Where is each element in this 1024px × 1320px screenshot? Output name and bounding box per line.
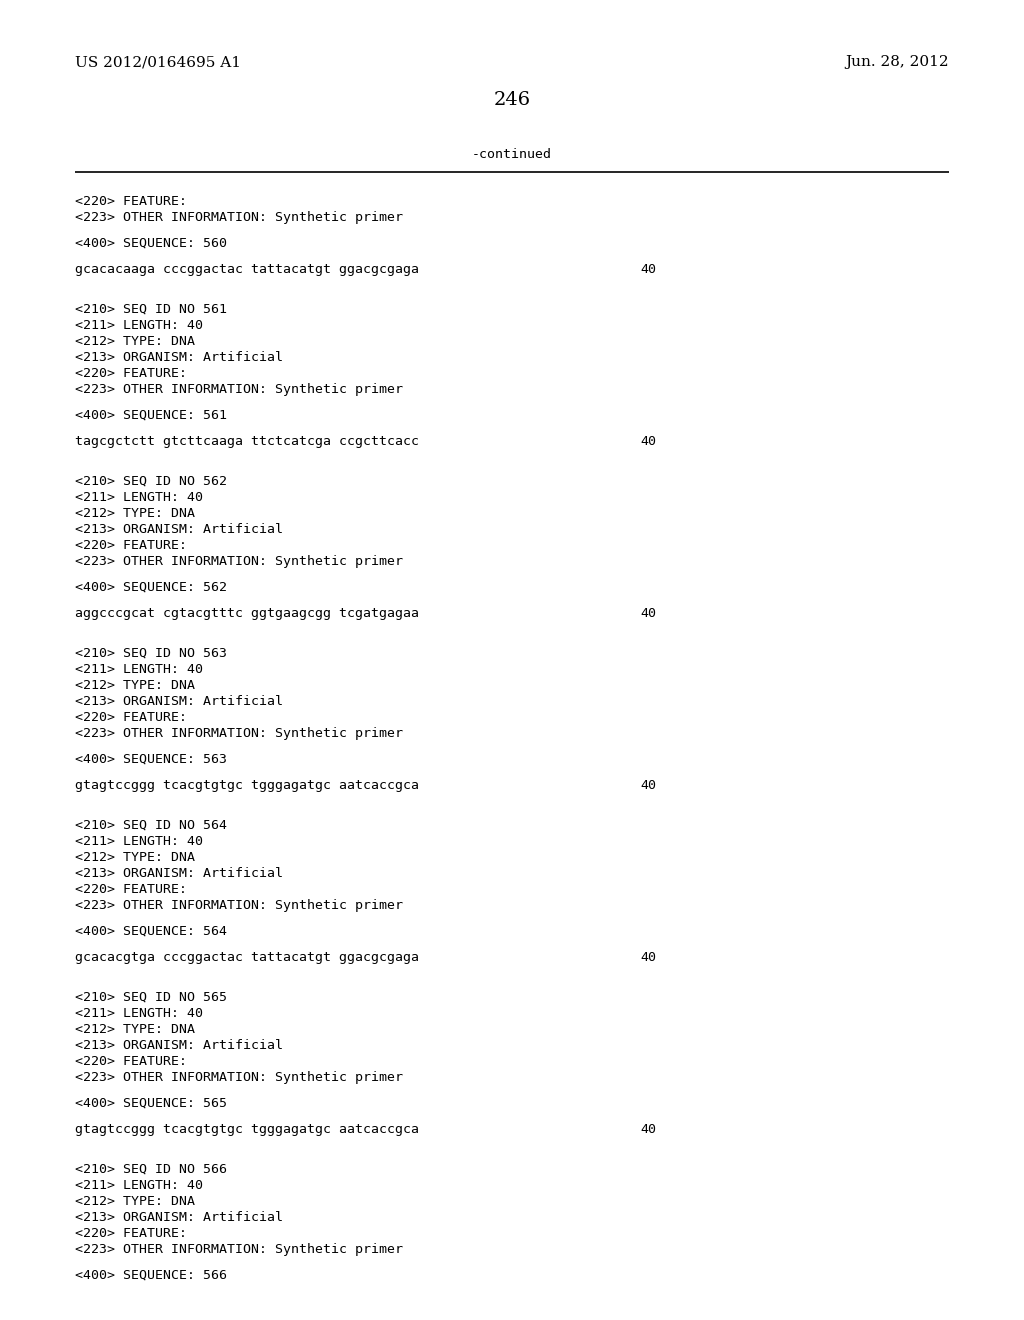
Text: <400> SEQUENCE: 563: <400> SEQUENCE: 563 (75, 752, 227, 766)
Text: <213> ORGANISM: Artificial: <213> ORGANISM: Artificial (75, 523, 283, 536)
Text: <213> ORGANISM: Artificial: <213> ORGANISM: Artificial (75, 696, 283, 708)
Text: US 2012/0164695 A1: US 2012/0164695 A1 (75, 55, 241, 69)
Text: <223> OTHER INFORMATION: Synthetic primer: <223> OTHER INFORMATION: Synthetic prime… (75, 554, 403, 568)
Text: <213> ORGANISM: Artificial: <213> ORGANISM: Artificial (75, 351, 283, 364)
Text: <212> TYPE: DNA: <212> TYPE: DNA (75, 507, 195, 520)
Text: <212> TYPE: DNA: <212> TYPE: DNA (75, 678, 195, 692)
Text: 40: 40 (640, 436, 656, 447)
Text: 40: 40 (640, 950, 656, 964)
Text: <220> FEATURE:: <220> FEATURE: (75, 1055, 187, 1068)
Text: <400> SEQUENCE: 564: <400> SEQUENCE: 564 (75, 925, 227, 939)
Text: <223> OTHER INFORMATION: Synthetic primer: <223> OTHER INFORMATION: Synthetic prime… (75, 1243, 403, 1257)
Text: <400> SEQUENCE: 565: <400> SEQUENCE: 565 (75, 1097, 227, 1110)
Text: <210> SEQ ID NO 566: <210> SEQ ID NO 566 (75, 1163, 227, 1176)
Text: <212> TYPE: DNA: <212> TYPE: DNA (75, 335, 195, 348)
Text: <212> TYPE: DNA: <212> TYPE: DNA (75, 1023, 195, 1036)
Text: <400> SEQUENCE: 561: <400> SEQUENCE: 561 (75, 409, 227, 422)
Text: gcacacgtga cccggactac tattacatgt ggacgcgaga: gcacacgtga cccggactac tattacatgt ggacgcg… (75, 950, 419, 964)
Text: <223> OTHER INFORMATION: Synthetic primer: <223> OTHER INFORMATION: Synthetic prime… (75, 727, 403, 741)
Text: <220> FEATURE:: <220> FEATURE: (75, 711, 187, 723)
Text: <212> TYPE: DNA: <212> TYPE: DNA (75, 851, 195, 865)
Text: 40: 40 (640, 607, 656, 620)
Text: <211> LENGTH: 40: <211> LENGTH: 40 (75, 491, 203, 504)
Text: gtagtccggg tcacgtgtgc tgggagatgc aatcaccgca: gtagtccggg tcacgtgtgc tgggagatgc aatcacc… (75, 779, 419, 792)
Text: <400> SEQUENCE: 562: <400> SEQUENCE: 562 (75, 581, 227, 594)
Text: <210> SEQ ID NO 562: <210> SEQ ID NO 562 (75, 475, 227, 488)
Text: <210> SEQ ID NO 565: <210> SEQ ID NO 565 (75, 991, 227, 1005)
Text: <211> LENGTH: 40: <211> LENGTH: 40 (75, 663, 203, 676)
Text: <211> LENGTH: 40: <211> LENGTH: 40 (75, 1179, 203, 1192)
Text: <212> TYPE: DNA: <212> TYPE: DNA (75, 1195, 195, 1208)
Text: <223> OTHER INFORMATION: Synthetic primer: <223> OTHER INFORMATION: Synthetic prime… (75, 383, 403, 396)
Text: <213> ORGANISM: Artificial: <213> ORGANISM: Artificial (75, 1039, 283, 1052)
Text: 40: 40 (640, 1123, 656, 1137)
Text: <400> SEQUENCE: 566: <400> SEQUENCE: 566 (75, 1269, 227, 1282)
Text: <400> SEQUENCE: 560: <400> SEQUENCE: 560 (75, 238, 227, 249)
Text: <211> LENGTH: 40: <211> LENGTH: 40 (75, 319, 203, 333)
Text: <223> OTHER INFORMATION: Synthetic primer: <223> OTHER INFORMATION: Synthetic prime… (75, 899, 403, 912)
Text: <213> ORGANISM: Artificial: <213> ORGANISM: Artificial (75, 1210, 283, 1224)
Text: <211> LENGTH: 40: <211> LENGTH: 40 (75, 836, 203, 847)
Text: 40: 40 (640, 779, 656, 792)
Text: -continued: -continued (472, 149, 552, 161)
Text: <210> SEQ ID NO 564: <210> SEQ ID NO 564 (75, 818, 227, 832)
Text: <220> FEATURE:: <220> FEATURE: (75, 1228, 187, 1239)
Text: gtagtccggg tcacgtgtgc tgggagatgc aatcaccgca: gtagtccggg tcacgtgtgc tgggagatgc aatcacc… (75, 1123, 419, 1137)
Text: <220> FEATURE:: <220> FEATURE: (75, 539, 187, 552)
Text: <211> LENGTH: 40: <211> LENGTH: 40 (75, 1007, 203, 1020)
Text: <210> SEQ ID NO 563: <210> SEQ ID NO 563 (75, 647, 227, 660)
Text: tagcgctctt gtcttcaaga ttctcatcga ccgcttcacc: tagcgctctt gtcttcaaga ttctcatcga ccgcttc… (75, 436, 419, 447)
Text: <223> OTHER INFORMATION: Synthetic primer: <223> OTHER INFORMATION: Synthetic prime… (75, 1071, 403, 1084)
Text: gcacacaaga cccggactac tattacatgt ggacgcgaga: gcacacaaga cccggactac tattacatgt ggacgcg… (75, 263, 419, 276)
Text: <210> SEQ ID NO 561: <210> SEQ ID NO 561 (75, 304, 227, 315)
Text: 246: 246 (494, 91, 530, 110)
Text: 40: 40 (640, 263, 656, 276)
Text: <220> FEATURE:: <220> FEATURE: (75, 367, 187, 380)
Text: <213> ORGANISM: Artificial: <213> ORGANISM: Artificial (75, 867, 283, 880)
Text: <220> FEATURE:: <220> FEATURE: (75, 195, 187, 209)
Text: aggcccgcat cgtacgtttc ggtgaagcgg tcgatgagaa: aggcccgcat cgtacgtttc ggtgaagcgg tcgatga… (75, 607, 419, 620)
Text: <220> FEATURE:: <220> FEATURE: (75, 883, 187, 896)
Text: <223> OTHER INFORMATION: Synthetic primer: <223> OTHER INFORMATION: Synthetic prime… (75, 211, 403, 224)
Text: Jun. 28, 2012: Jun. 28, 2012 (846, 55, 949, 69)
